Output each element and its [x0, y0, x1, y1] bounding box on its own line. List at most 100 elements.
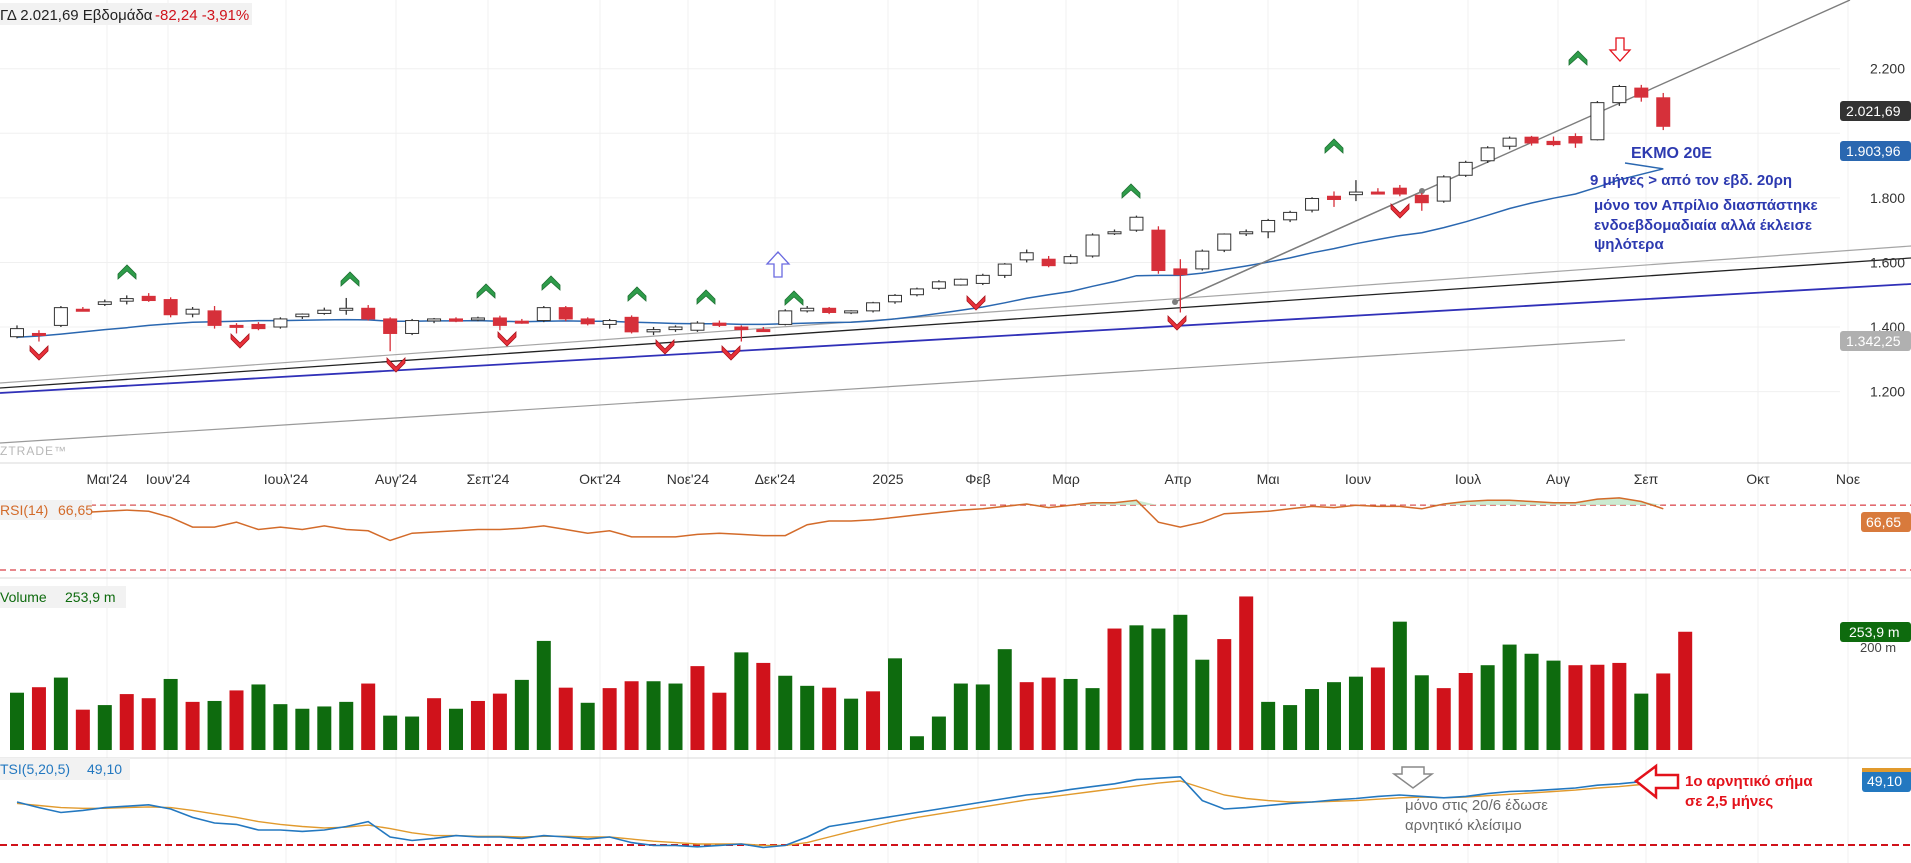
ma-badge: 1.342,25 — [1840, 331, 1911, 351]
tsi-badge: 49,10 — [1862, 768, 1911, 792]
volume-value: 253,9 m — [65, 589, 116, 605]
buy-signal-icon — [1324, 138, 1344, 154]
candle — [1370, 191, 1385, 195]
sell-signal-icon — [1390, 203, 1410, 219]
volume-bar — [185, 701, 200, 750]
candle — [1458, 161, 1473, 176]
volume-label-background — [0, 586, 126, 608]
volume-bar — [1261, 701, 1276, 750]
x-tick-label: Οκτ'24 — [579, 471, 621, 487]
volume-bar — [1568, 665, 1583, 750]
svg-text:66,65: 66,65 — [1866, 514, 1901, 530]
x-tick-label: Φεβ — [965, 471, 990, 487]
volume-bar — [602, 688, 617, 750]
candle — [931, 281, 946, 289]
trendlines — [1172, 0, 1851, 305]
candle — [405, 320, 420, 334]
volume-bar — [1502, 644, 1517, 750]
sell-signal-icon — [966, 295, 986, 311]
volume-bar — [536, 640, 551, 750]
signal-note-line-1: 1ο αρνητικό σήμα — [1685, 773, 1813, 790]
volume-panel[interactable] — [10, 596, 1693, 750]
candle — [1327, 195, 1341, 200]
volume-bar — [317, 706, 332, 750]
ema20-badge: 1.903,96 — [1840, 141, 1911, 161]
candle — [361, 307, 376, 320]
price-tick-label: 1.600 — [1870, 254, 1905, 270]
x-tick-label: Μαι'24 — [86, 471, 127, 487]
volume-bar — [668, 683, 683, 750]
volume-bar — [141, 698, 156, 750]
volume-bar — [383, 715, 398, 750]
up-arrow-outline-icon — [765, 251, 791, 278]
candle — [229, 324, 244, 328]
change-text: -82,24 -3,91% — [155, 7, 249, 24]
volume-bar — [1239, 596, 1254, 750]
candle — [646, 329, 661, 333]
x-axis: Μαι'24 Ιουν'24 Ιουλ'24 Αυγ'24 Σεπ'24 Οκτ'24 Νο… — [86, 471, 1860, 487]
volume-bar — [866, 691, 881, 750]
tsi-panel[interactable] — [0, 775, 1911, 849]
candle — [953, 278, 968, 286]
candle — [1546, 140, 1561, 146]
candle — [624, 316, 639, 333]
candle — [449, 318, 463, 322]
volume-bar — [1546, 660, 1561, 750]
candle — [1656, 97, 1671, 127]
candle — [712, 322, 727, 326]
volume-bar — [756, 662, 771, 750]
candle — [580, 318, 595, 325]
x-tick-label: Ιουλ'24 — [264, 471, 309, 487]
x-tick-label: Ιουν'24 — [146, 471, 191, 487]
svg-text:49,10: 49,10 — [1867, 773, 1902, 789]
x-tick-label: Ιουν — [1345, 471, 1371, 487]
volume-bar — [361, 683, 376, 750]
x-tick-label: Οκτ — [1746, 471, 1770, 487]
candle — [1305, 198, 1320, 211]
volume-bar — [229, 690, 244, 750]
candle — [1502, 137, 1517, 147]
long-ma-line — [0, 339, 1626, 444]
rsi-value: 66,65 — [58, 502, 93, 518]
buy-signal-icon — [541, 275, 561, 291]
volume-bar — [1524, 653, 1539, 750]
candle — [75, 308, 90, 312]
candle — [1524, 136, 1539, 144]
symbol-text: ΓΔ 2.021,69 Εβδομάδα — [0, 7, 153, 24]
volume-bar — [1283, 705, 1298, 750]
candle — [1480, 147, 1495, 162]
volume-bar — [690, 666, 705, 750]
candle — [668, 326, 683, 331]
volume-bar — [119, 694, 134, 750]
volume-bar — [975, 684, 990, 750]
candle — [888, 294, 902, 303]
volume-bar — [1348, 676, 1363, 750]
price-panel[interactable] — [0, 0, 1911, 444]
candle — [1436, 176, 1451, 202]
trend-anchor-point — [1419, 188, 1425, 194]
volume-bar — [1107, 628, 1122, 750]
x-tick-label: Ιουλ — [1455, 471, 1481, 487]
candle — [119, 298, 134, 302]
trend-anchor-point — [1172, 299, 1178, 305]
volume-bar — [514, 679, 529, 750]
volume-bar — [10, 692, 24, 750]
volume-bar — [1129, 625, 1144, 750]
buy-signal-icon — [340, 271, 360, 287]
candle — [1041, 258, 1056, 267]
svg-text:1.342,25: 1.342,25 — [1846, 333, 1901, 349]
volume-bar — [931, 716, 946, 750]
x-tick-label: Νοε — [1836, 471, 1860, 487]
rsi-panel[interactable] — [0, 497, 1911, 571]
x-tick-label: Αυγ'24 — [375, 471, 417, 487]
buy-signal-icon — [627, 286, 647, 302]
volume-bar — [1612, 662, 1627, 750]
candle — [1217, 233, 1232, 251]
rsi-line — [17, 497, 1664, 542]
candle — [1063, 256, 1078, 264]
x-tick-label: Σεπ'24 — [467, 471, 510, 487]
buy-signal-icon — [1568, 50, 1588, 66]
candle — [866, 302, 881, 312]
sell-signal-icon — [230, 333, 250, 349]
